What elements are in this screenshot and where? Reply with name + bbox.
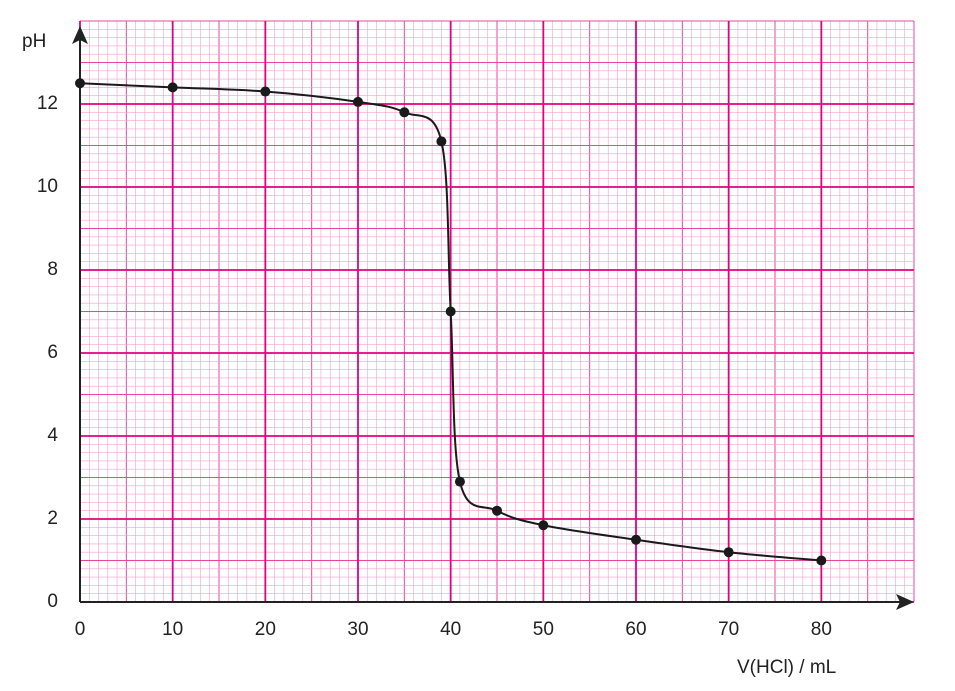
data-point	[723, 547, 734, 558]
x-arrow	[896, 594, 914, 610]
y-tick-label: 4	[47, 425, 58, 446]
x-tick-label: 10	[162, 619, 183, 640]
data-point	[75, 78, 85, 89]
x-tick-label: 0	[75, 619, 86, 640]
y-tick-label: 10	[37, 176, 58, 197]
y-tick-label: 8	[47, 259, 58, 280]
axes	[72, 26, 914, 610]
data-point	[631, 534, 641, 545]
y-tick-label: 12	[37, 93, 58, 114]
x-axis-label: V(HCl) / mL	[737, 657, 836, 678]
data-point	[436, 136, 447, 147]
y-tick-label: 2	[47, 508, 58, 529]
data-point	[816, 555, 827, 566]
x-tick-label: 50	[533, 619, 554, 640]
data-point	[353, 96, 363, 107]
x-tick-label: 30	[347, 619, 368, 640]
y-tick-label: 0	[47, 591, 58, 612]
data-point	[538, 520, 549, 531]
x-tick-label: 20	[255, 619, 276, 640]
y-arrow	[72, 26, 88, 44]
data-point	[167, 82, 178, 93]
x-tick-label: 40	[440, 619, 461, 640]
data-point	[399, 107, 410, 118]
data-point	[260, 86, 271, 97]
x-tick-label: 80	[811, 619, 832, 640]
x-tick-label: 60	[625, 619, 646, 640]
y-tick-label: 6	[47, 342, 58, 363]
grid	[79, 20, 915, 603]
data-point	[445, 306, 456, 317]
data-point	[454, 476, 465, 487]
data-point	[492, 505, 502, 516]
x-tick-label: 70	[718, 619, 739, 640]
y-axis-label: pH	[22, 31, 46, 52]
